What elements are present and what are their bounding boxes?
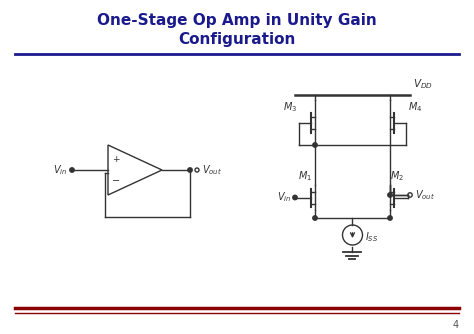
Text: One-Stage Op Amp in Unity Gain: One-Stage Op Amp in Unity Gain: [97, 13, 377, 28]
Text: $V_{DD}$: $V_{DD}$: [413, 77, 433, 91]
Text: Configuration: Configuration: [178, 32, 296, 47]
Text: $M_4$: $M_4$: [408, 101, 422, 115]
Circle shape: [388, 216, 392, 220]
Text: $V_{in}$: $V_{in}$: [53, 163, 67, 177]
Circle shape: [70, 168, 74, 172]
Text: $V_{out}$: $V_{out}$: [415, 188, 435, 202]
Circle shape: [313, 216, 317, 220]
Text: $M_3$: $M_3$: [283, 101, 297, 115]
Text: +: +: [112, 155, 120, 164]
Text: $M_1$: $M_1$: [298, 169, 312, 183]
Circle shape: [293, 195, 297, 200]
Text: $V_{out}$: $V_{out}$: [202, 163, 222, 177]
Text: −: −: [112, 176, 120, 186]
Text: 4: 4: [453, 320, 459, 330]
Text: $V_{in}$: $V_{in}$: [277, 191, 291, 204]
Text: $I_{SS}$: $I_{SS}$: [365, 230, 379, 244]
Circle shape: [388, 193, 392, 197]
Circle shape: [188, 168, 192, 172]
Circle shape: [313, 143, 317, 147]
Text: $M_2$: $M_2$: [390, 169, 404, 183]
